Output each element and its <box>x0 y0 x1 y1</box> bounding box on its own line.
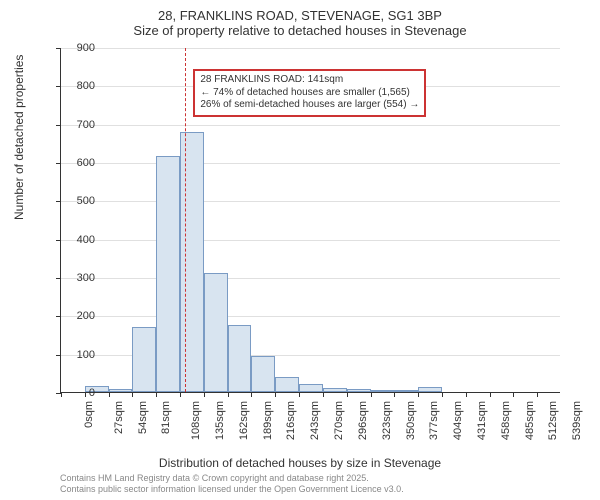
plot-area: 28 FRANKLINS ROAD: 141sqm ← 74% of detac… <box>60 48 560 393</box>
x-tick-mark <box>299 392 300 397</box>
histogram-bar <box>299 384 323 392</box>
x-tick-mark <box>418 392 419 397</box>
x-tick-label: 485sqm <box>524 401 536 440</box>
x-tick-label: 270sqm <box>333 401 345 440</box>
histogram-bar <box>109 389 133 392</box>
x-tick-label: 377sqm <box>428 401 440 440</box>
x-tick-mark <box>180 392 181 397</box>
histogram-bar <box>275 377 299 392</box>
chart-container: 28, FRANKLINS ROAD, STEVENAGE, SG1 3BP S… <box>0 0 600 500</box>
x-tick-label: 539sqm <box>571 401 583 440</box>
x-tick-mark <box>132 392 133 397</box>
y-tick-label: 400 <box>55 234 95 246</box>
x-tick-label: 216sqm <box>286 401 298 440</box>
chart-title-main: 28, FRANKLINS ROAD, STEVENAGE, SG1 3BP <box>0 0 600 23</box>
footer-line2: Contains public sector information licen… <box>60 484 404 496</box>
x-tick-mark <box>156 392 157 397</box>
gridline <box>61 278 560 279</box>
x-tick-label: 458sqm <box>500 401 512 440</box>
x-tick-label: 296sqm <box>357 401 369 440</box>
x-tick-mark <box>394 392 395 397</box>
x-tick-mark <box>537 392 538 397</box>
histogram-bar <box>394 390 418 392</box>
histogram-bar <box>180 132 204 392</box>
histogram-bar <box>323 388 347 392</box>
gridline <box>61 125 560 126</box>
x-tick-label: 81sqm <box>160 401 172 434</box>
y-tick-label: 300 <box>55 272 95 284</box>
x-tick-label: 0sqm <box>83 401 95 428</box>
annotation-line1: 28 FRANKLINS ROAD: 141sqm <box>200 74 419 87</box>
x-tick-label: 323sqm <box>381 401 393 440</box>
annotation-box: 28 FRANKLINS ROAD: 141sqm ← 74% of detac… <box>193 69 426 117</box>
y-tick-label: 100 <box>55 349 95 361</box>
x-tick-label: 162sqm <box>238 401 250 440</box>
x-tick-mark <box>251 392 252 397</box>
x-tick-label: 189sqm <box>262 401 274 440</box>
y-tick-label: 700 <box>55 119 95 131</box>
gridline <box>61 201 560 202</box>
histogram-bar <box>347 389 371 392</box>
histogram-bar <box>228 325 252 392</box>
x-tick-mark <box>323 392 324 397</box>
x-tick-mark <box>442 392 443 397</box>
annotation-line3: 26% of semi-detached houses are larger (… <box>200 99 419 112</box>
x-axis-label: Distribution of detached houses by size … <box>0 456 600 470</box>
y-tick-label: 900 <box>55 42 95 54</box>
x-tick-mark <box>109 392 110 397</box>
x-tick-mark <box>228 392 229 397</box>
histogram-bar <box>132 327 156 392</box>
x-tick-label: 108sqm <box>190 401 202 440</box>
y-tick-label: 800 <box>55 80 95 92</box>
x-tick-mark <box>275 392 276 397</box>
gridline <box>61 163 560 164</box>
gridline <box>61 240 560 241</box>
x-tick-mark <box>371 392 372 397</box>
chart-title-sub: Size of property relative to detached ho… <box>0 23 600 42</box>
x-tick-label: 404sqm <box>452 401 464 440</box>
y-tick-label: 0 <box>55 387 95 399</box>
y-axis-label: Number of detached properties <box>12 55 26 220</box>
histogram-bar <box>418 387 442 392</box>
x-tick-label: 27sqm <box>113 401 125 434</box>
footer-text: Contains HM Land Registry data © Crown c… <box>60 473 404 496</box>
histogram-bar <box>251 356 275 392</box>
footer-line1: Contains HM Land Registry data © Crown c… <box>60 473 404 485</box>
marker-line <box>185 48 186 392</box>
x-tick-label: 243sqm <box>309 401 321 440</box>
y-tick-label: 500 <box>55 195 95 207</box>
x-tick-mark <box>466 392 467 397</box>
x-tick-label: 431sqm <box>476 401 488 440</box>
x-tick-label: 135sqm <box>214 401 226 440</box>
histogram-bar <box>204 273 228 392</box>
x-tick-mark <box>204 392 205 397</box>
x-tick-label: 54sqm <box>137 401 149 434</box>
histogram-bar <box>156 156 180 392</box>
y-tick-label: 600 <box>55 157 95 169</box>
y-tick-label: 200 <box>55 310 95 322</box>
x-tick-label: 350sqm <box>405 401 417 440</box>
x-tick-mark <box>490 392 491 397</box>
histogram-bar <box>371 390 395 392</box>
annotation-line2: ← 74% of detached houses are smaller (1,… <box>200 87 419 100</box>
x-tick-mark <box>513 392 514 397</box>
x-tick-label: 512sqm <box>548 401 560 440</box>
gridline <box>61 316 560 317</box>
gridline <box>61 48 560 49</box>
x-tick-mark <box>347 392 348 397</box>
